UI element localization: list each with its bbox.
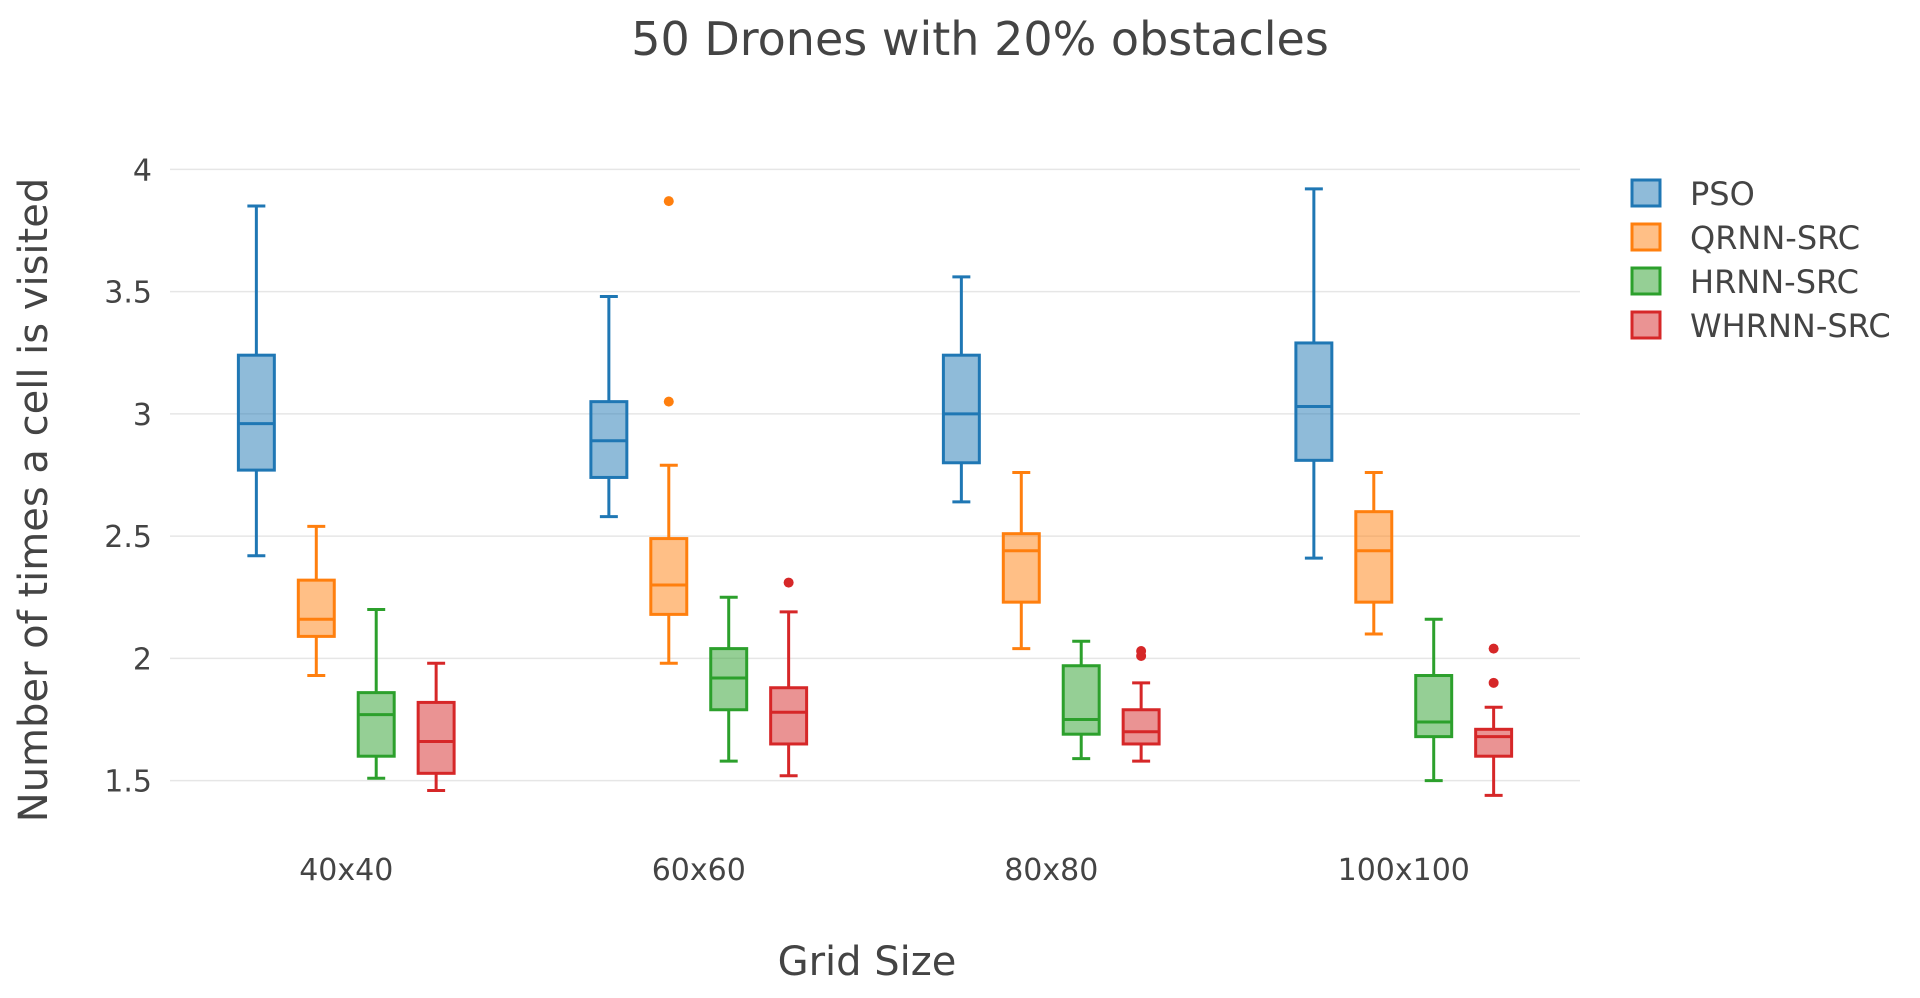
box-iqr — [769, 686, 809, 746]
series-qrnn-src — [296, 196, 1394, 678]
box-iqr — [236, 353, 276, 472]
box-mark[interactable] — [1294, 187, 1334, 560]
box-iqr — [1061, 664, 1101, 736]
box-iqr — [416, 700, 456, 775]
series-hrnn-src — [356, 595, 1454, 783]
box-iqr — [1354, 510, 1394, 604]
box-mark[interactable] — [236, 204, 276, 558]
box-mark[interactable] — [1061, 639, 1101, 761]
legend-item-hrnn-src[interactable]: HRNN-SRC — [1630, 263, 1859, 301]
x-tick-labels: 40x40 60x60 80x80 100x100 — [299, 853, 1470, 888]
legend-item-whrnn-src[interactable]: WHRNN-SRC — [1630, 307, 1891, 345]
box-mark[interactable] — [1001, 471, 1041, 651]
y-tick-label: 1.5 — [104, 765, 152, 800]
box-mark[interactable] — [1474, 643, 1514, 797]
outlier-point[interactable] — [1136, 646, 1147, 657]
legend[interactable]: PSO QRNN-SRC HRNN-SRC WHRNN-SRC — [1630, 175, 1891, 345]
x-tick-label: 80x80 — [1004, 853, 1098, 888]
legend-label: PSO — [1690, 175, 1755, 213]
outlier-point[interactable] — [1488, 677, 1499, 688]
outlier-point[interactable] — [783, 577, 794, 588]
box-mark[interactable] — [1121, 646, 1161, 763]
legend-label: QRNN-SRC — [1690, 219, 1860, 257]
outlier-point[interactable] — [1488, 643, 1499, 654]
box-series — [236, 187, 1514, 797]
legend-item-pso[interactable]: PSO — [1630, 175, 1755, 213]
chart-title: 50 Drones with 20% obstacles — [631, 12, 1329, 66]
x-tick-label: 40x40 — [299, 853, 393, 888]
legend-swatch — [1630, 178, 1662, 208]
box-mark[interactable] — [416, 661, 456, 792]
x-tick-label: 100x100 — [1338, 853, 1470, 888]
box-iqr — [1121, 708, 1161, 746]
y-tick-label: 3 — [133, 398, 152, 433]
legend-label: HRNN-SRC — [1690, 263, 1859, 301]
y-tick-label: 3.5 — [104, 276, 152, 311]
legend-item-qrnn-src[interactable]: QRNN-SRC — [1630, 219, 1860, 257]
box-iqr — [1414, 674, 1454, 739]
box-mark[interactable] — [649, 196, 689, 665]
series-pso — [236, 187, 1334, 560]
box-mark[interactable] — [709, 595, 749, 763]
x-axis-title: Grid Size — [778, 939, 957, 985]
y-tick-label: 2 — [133, 642, 152, 677]
y-tick-label: 2.5 — [104, 520, 152, 555]
series-whrnn-src — [416, 577, 1514, 797]
legend-swatch — [1630, 266, 1662, 296]
box-iqr — [1001, 532, 1041, 604]
box-mark[interactable] — [941, 275, 981, 504]
y-tick-labels: 1.5 2 2.5 3 3.5 4 — [104, 153, 152, 799]
box-iqr — [296, 578, 336, 638]
box-mark[interactable] — [1354, 471, 1394, 636]
x-tick-label: 60x60 — [652, 853, 746, 888]
box-mark[interactable] — [356, 607, 396, 780]
box-mark[interactable] — [589, 294, 629, 519]
legend-label: WHRNN-SRC — [1690, 307, 1891, 345]
box-mark[interactable] — [769, 577, 809, 778]
box-mark[interactable] — [1414, 617, 1454, 783]
gridlines — [170, 168, 1580, 782]
box-iqr — [1474, 727, 1514, 758]
box-iqr — [1294, 341, 1334, 462]
y-axis-title: Number of times a cell is visited — [11, 178, 57, 822]
y-tick-label: 4 — [133, 153, 152, 188]
outlier-point[interactable] — [663, 396, 674, 407]
box-iqr — [941, 353, 981, 465]
box-mark[interactable] — [296, 524, 336, 678]
legend-swatch — [1630, 222, 1662, 252]
box-iqr — [356, 691, 396, 758]
outlier-point[interactable] — [663, 196, 674, 207]
box-iqr — [649, 537, 689, 616]
legend-swatch — [1630, 310, 1662, 340]
